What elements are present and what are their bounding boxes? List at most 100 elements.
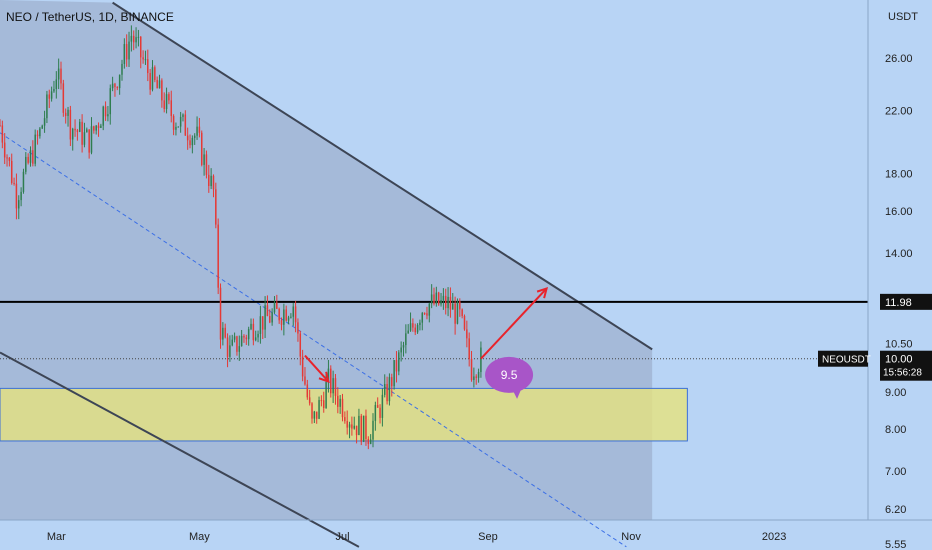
candle-body bbox=[423, 313, 426, 315]
candle-body bbox=[315, 411, 318, 419]
candle-body bbox=[163, 100, 165, 110]
candle-body bbox=[437, 292, 440, 305]
candle-body bbox=[114, 83, 116, 87]
candle-body bbox=[395, 360, 398, 372]
candle-body bbox=[322, 400, 325, 408]
y-tick-label: 7.00 bbox=[885, 466, 906, 478]
candle-body bbox=[231, 339, 233, 346]
candle-body bbox=[475, 376, 477, 378]
candle-body bbox=[304, 376, 306, 385]
candle-body bbox=[147, 59, 149, 74]
candle-body bbox=[201, 132, 203, 165]
candle-body bbox=[306, 384, 309, 398]
candle-body bbox=[179, 116, 182, 127]
candle-body bbox=[301, 356, 304, 377]
candle-body bbox=[254, 337, 257, 341]
candle-body bbox=[449, 296, 452, 310]
candle-body bbox=[400, 347, 402, 353]
candle-body bbox=[283, 309, 285, 325]
candle-body bbox=[463, 315, 466, 330]
candle-body bbox=[402, 345, 405, 348]
candle-body bbox=[79, 121, 81, 132]
candle-body bbox=[50, 91, 53, 99]
candle-body bbox=[348, 424, 351, 428]
channel-midline bbox=[0, 132, 627, 548]
arrow-line bbox=[480, 287, 548, 360]
candle-body bbox=[15, 183, 18, 209]
candle-body bbox=[102, 106, 104, 126]
candle-body bbox=[13, 182, 15, 184]
candle-body bbox=[165, 94, 168, 110]
candle-body bbox=[264, 305, 266, 330]
candle-body bbox=[414, 327, 416, 333]
y-tick-label: 14.00 bbox=[885, 248, 913, 260]
candle-body bbox=[46, 94, 48, 119]
candle-body bbox=[339, 398, 341, 407]
candle-body bbox=[10, 160, 13, 183]
candle-body bbox=[55, 79, 58, 89]
candle-body bbox=[151, 67, 154, 90]
candle-body bbox=[358, 415, 360, 436]
chart-title: NEO / TetherUS, 1D, BINANCE bbox=[6, 10, 174, 24]
candle-body bbox=[123, 44, 126, 64]
candle-body bbox=[125, 44, 128, 60]
resistance-price-tag bbox=[880, 293, 932, 310]
candle-body bbox=[27, 156, 29, 163]
candle-body bbox=[158, 80, 161, 89]
candle-body bbox=[311, 403, 313, 419]
candle-body bbox=[25, 156, 27, 172]
candle-body bbox=[337, 395, 339, 407]
candle-body bbox=[379, 407, 381, 418]
candle-body bbox=[88, 129, 90, 153]
symbol-label: NEOUSDT bbox=[822, 355, 871, 366]
candle-body bbox=[285, 309, 287, 321]
candle-body bbox=[226, 337, 229, 357]
candle-body bbox=[191, 137, 194, 146]
y-tick-label: 26.00 bbox=[885, 53, 913, 65]
candle-body bbox=[426, 313, 428, 316]
candle-body bbox=[168, 94, 170, 101]
candle-body bbox=[435, 292, 438, 304]
candle-body bbox=[203, 154, 205, 165]
x-tick-label: Sep bbox=[478, 531, 498, 543]
candle-body bbox=[341, 398, 344, 418]
candle-body bbox=[412, 323, 414, 328]
y-axis-panel bbox=[868, 0, 932, 550]
candle-body bbox=[215, 189, 217, 225]
candle-body bbox=[266, 305, 269, 317]
candle-body bbox=[193, 135, 196, 138]
candle-body bbox=[257, 333, 259, 338]
candle-body bbox=[3, 142, 6, 158]
candle-body bbox=[290, 316, 292, 318]
candle-body bbox=[330, 368, 332, 394]
candle-body bbox=[252, 323, 255, 341]
candle-body bbox=[8, 157, 11, 161]
candle-body bbox=[391, 377, 393, 387]
candle-body bbox=[388, 377, 391, 402]
candle-body bbox=[81, 121, 83, 145]
candle-body bbox=[456, 301, 459, 324]
candle-body bbox=[367, 439, 370, 444]
candle-body bbox=[43, 118, 46, 126]
candle-body bbox=[360, 415, 363, 442]
candle-body bbox=[447, 296, 449, 309]
candle-body bbox=[149, 73, 151, 90]
candle-body bbox=[210, 175, 212, 187]
candle-body bbox=[67, 109, 69, 116]
candle-body bbox=[452, 303, 454, 310]
candle-body bbox=[222, 327, 224, 340]
x-tick-label: May bbox=[189, 531, 210, 543]
candle-body bbox=[372, 420, 374, 440]
candle-body bbox=[461, 309, 463, 316]
candle-body bbox=[470, 358, 473, 380]
candle-body bbox=[34, 134, 36, 164]
candle-body bbox=[64, 112, 67, 116]
y-tick-label: 10.50 bbox=[885, 338, 913, 350]
candle-body bbox=[459, 301, 461, 310]
candle-body bbox=[318, 400, 320, 419]
candle-body bbox=[41, 125, 43, 129]
x-tick-label: Nov bbox=[621, 531, 641, 543]
candle-body bbox=[276, 302, 278, 309]
